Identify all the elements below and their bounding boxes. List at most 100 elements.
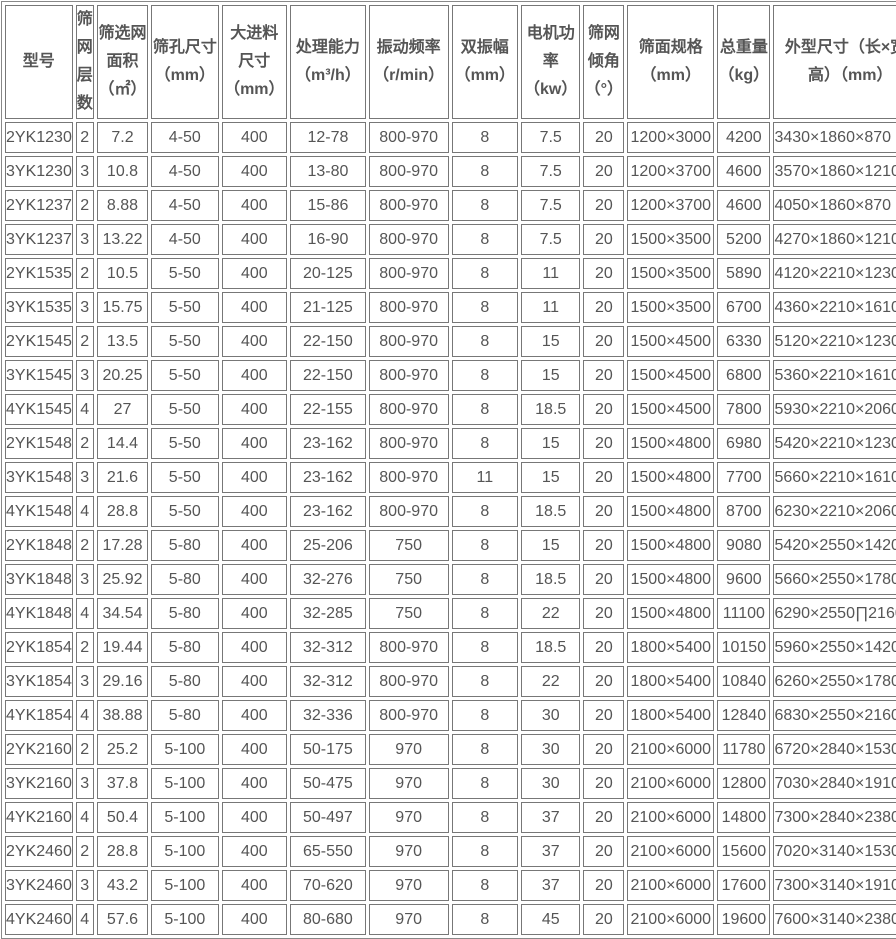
- cell-screen-spec: 1200×3000: [627, 122, 715, 153]
- cell-model: 3YK1548: [5, 462, 73, 493]
- cell-total-weight: 12800: [717, 768, 771, 799]
- cell-motor-power: 7.5: [521, 122, 581, 153]
- cell-aperture-size: 5-80: [151, 666, 219, 697]
- cell-vibration-frequency: 800-970: [368, 156, 449, 187]
- table-row: 3YK1848 3 25.92 5-80 400 32-276 750 8 18.5 20 1500…: [5, 564, 896, 595]
- cell-max-feed-size: 400: [221, 564, 288, 595]
- cell-capacity: 13-80: [290, 156, 366, 187]
- cell-vibration-frequency: 970: [368, 768, 449, 799]
- cell-double-amplitude: 8: [451, 224, 519, 255]
- cell-model: 4YK1548: [5, 496, 73, 527]
- cell-aperture-size: 5-50: [151, 496, 219, 527]
- cell-overall-dimensions: 6830×2550×2160: [773, 700, 896, 731]
- cell-overall-dimensions: 5960×2550×1420: [773, 632, 896, 663]
- cell-model: 4YK2460: [5, 904, 73, 935]
- table-row: 2YK1545 2 13.5 5-50 400 22-150 800-970 8 15 20 150…: [5, 326, 896, 357]
- cell-overall-dimensions: 5420×2550×1420: [773, 530, 896, 561]
- cell-aperture-size: 5-50: [151, 326, 219, 357]
- cell-motor-power: 11: [521, 258, 581, 289]
- cell-total-weight: 4200: [717, 122, 771, 153]
- cell-capacity: 32-312: [290, 632, 366, 663]
- cell-layers: 2: [75, 530, 94, 561]
- cell-overall-dimensions: 7020×3140×1530: [773, 836, 896, 867]
- header-aperture-size: 筛孔尺寸（mm）: [151, 5, 219, 119]
- cell-aperture-size: 5-80: [151, 530, 219, 561]
- cell-capacity: 70-620: [290, 870, 366, 901]
- cell-layers: 2: [75, 734, 94, 765]
- cell-screen-spec: 1500×4500: [627, 360, 715, 391]
- cell-model: 2YK1545: [5, 326, 73, 357]
- cell-screen-spec: 2100×6000: [627, 802, 715, 833]
- cell-total-weight: 6980: [717, 428, 771, 459]
- cell-layers: 2: [75, 122, 94, 153]
- cell-layers: 2: [75, 836, 94, 867]
- cell-max-feed-size: 400: [221, 190, 288, 221]
- cell-motor-power: 30: [521, 700, 581, 731]
- cell-vibration-frequency: 970: [368, 802, 449, 833]
- cell-double-amplitude: 11: [451, 462, 519, 493]
- cell-screen-angle: 20: [583, 734, 625, 765]
- cell-screen-angle: 20: [583, 802, 625, 833]
- cell-vibration-frequency: 800-970: [368, 632, 449, 663]
- cell-double-amplitude: 8: [451, 666, 519, 697]
- cell-aperture-size: 5-100: [151, 802, 219, 833]
- cell-capacity: 22-150: [290, 326, 366, 357]
- cell-layers: 3: [75, 360, 94, 391]
- cell-double-amplitude: 8: [451, 904, 519, 935]
- cell-max-feed-size: 400: [221, 768, 288, 799]
- cell-screen-angle: 20: [583, 768, 625, 799]
- cell-overall-dimensions: 5930×2210×2060: [773, 394, 896, 425]
- cell-overall-dimensions: 5360×2210×1610: [773, 360, 896, 391]
- cell-capacity: 65-550: [290, 836, 366, 867]
- cell-model: 3YK2460: [5, 870, 73, 901]
- cell-motor-power: 37: [521, 802, 581, 833]
- cell-overall-dimensions: 4120×2210×1230: [773, 258, 896, 289]
- cell-double-amplitude: 8: [451, 122, 519, 153]
- cell-double-amplitude: 8: [451, 734, 519, 765]
- cell-screen-area: 10.5: [96, 258, 149, 289]
- cell-max-feed-size: 400: [221, 496, 288, 527]
- cell-aperture-size: 4-50: [151, 122, 219, 153]
- cell-screen-spec: 2100×6000: [627, 836, 715, 867]
- cell-screen-angle: 20: [583, 462, 625, 493]
- cell-aperture-size: 5-50: [151, 258, 219, 289]
- cell-screen-angle: 20: [583, 700, 625, 731]
- cell-vibration-frequency: 800-970: [368, 190, 449, 221]
- cell-total-weight: 11780: [717, 734, 771, 765]
- cell-screen-angle: 20: [583, 666, 625, 697]
- cell-model: 3YK1230: [5, 156, 73, 187]
- cell-model: 3YK1237: [5, 224, 73, 255]
- cell-vibration-frequency: 800-970: [368, 292, 449, 323]
- cell-aperture-size: 5-100: [151, 734, 219, 765]
- cell-screen-spec: 1500×4800: [627, 564, 715, 595]
- cell-capacity: 21-125: [290, 292, 366, 323]
- cell-screen-area: 43.2: [96, 870, 149, 901]
- cell-screen-angle: 20: [583, 530, 625, 561]
- cell-model: 3YK2160: [5, 768, 73, 799]
- cell-screen-spec: 1500×4800: [627, 598, 715, 629]
- cell-max-feed-size: 400: [221, 530, 288, 561]
- cell-aperture-size: 5-80: [151, 700, 219, 731]
- cell-aperture-size: 5-50: [151, 360, 219, 391]
- cell-total-weight: 14800: [717, 802, 771, 833]
- cell-screen-area: 21.6: [96, 462, 149, 493]
- cell-layers: 2: [75, 428, 94, 459]
- cell-model: 3YK1848: [5, 564, 73, 595]
- cell-model: 4YK1848: [5, 598, 73, 629]
- cell-double-amplitude: 8: [451, 496, 519, 527]
- cell-max-feed-size: 400: [221, 326, 288, 357]
- cell-vibration-frequency: 970: [368, 734, 449, 765]
- cell-max-feed-size: 400: [221, 802, 288, 833]
- cell-model: 2YK2460: [5, 836, 73, 867]
- cell-total-weight: 4600: [717, 156, 771, 187]
- cell-screen-spec: 1500×3500: [627, 292, 715, 323]
- header-row: 型号 筛网层数 筛选网面积（㎡） 筛孔尺寸（mm） 大进料尺寸（mm） 处理能力（m³/h…: [5, 5, 896, 119]
- cell-screen-angle: 20: [583, 564, 625, 595]
- cell-motor-power: 7.5: [521, 224, 581, 255]
- table-row: 2YK1848 2 17.28 5-80 400 25-206 750 8 15 20 1500×4…: [5, 530, 896, 561]
- cell-model: 3YK1545: [5, 360, 73, 391]
- table-row: 2YK1535 2 10.5 5-50 400 20-125 800-970 8 11 20 150…: [5, 258, 896, 289]
- cell-motor-power: 22: [521, 598, 581, 629]
- table-row: 3YK1854 3 29.16 5-80 400 32-312 800-970 8 22 20 18…: [5, 666, 896, 697]
